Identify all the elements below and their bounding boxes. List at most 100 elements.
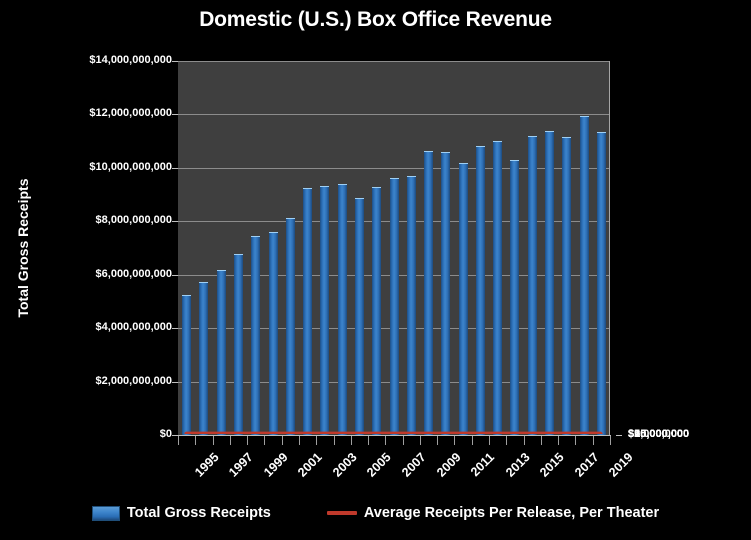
x-tick-label: 2013 [502,450,533,480]
left-y-tick-label: $8,000,000,000 [95,214,172,227]
x-tickmark [610,436,611,445]
x-tickmark [592,436,594,445]
bar[interactable] [251,236,261,435]
legend-label-average-receipts: Average Receipts Per Release, Per Theate… [363,505,660,521]
bar[interactable] [285,217,295,435]
left-y-tickmark [172,61,178,62]
chart-legend: Total Gross Receipts Average Receipts Pe… [0,505,751,521]
bar[interactable] [199,281,209,435]
x-tickmark [540,436,542,445]
left-y-tick-label: $14,000,000,000 [89,54,172,66]
x-tickmark [195,436,197,445]
bar[interactable] [182,295,192,435]
x-tickmark [558,436,560,445]
x-tickmark [575,436,577,445]
plot-area [178,61,610,436]
left-y-tickmark [172,435,178,436]
bar[interactable] [320,185,330,435]
x-tickmark [506,436,508,445]
x-tick-label: 1997 [226,450,256,480]
right-y-axis: $0 $5,000,000 $10,000,000 $15,000,000 $20,00… [616,0,726,540]
left-y-tick-label: $6,000,000,000 [95,267,172,280]
left-y-tickmark [172,328,178,330]
left-y-tickmark [172,381,178,383]
gridline [178,61,609,62]
right-y-tick-label: $0 [628,428,641,440]
x-tickmark [264,436,266,445]
x-tick-label: 2017 [571,450,602,480]
bar[interactable] [562,137,572,435]
x-tick-label: 2015 [537,450,567,480]
x-tickmark [333,436,335,445]
bar[interactable] [458,162,468,435]
bar[interactable] [303,188,313,435]
bar[interactable] [216,269,226,435]
bar[interactable] [596,132,606,435]
x-tickmark [402,436,404,445]
left-y-tick-label: $2,000,000,000 [95,374,172,387]
x-tickmark [212,436,214,445]
x-tickmark [523,436,525,445]
right-y-tick-label: $25,000,000 [628,427,690,440]
legend-item-average-receipts[interactable]: Average Receipts Per Release, Per Theate… [326,505,660,521]
right-y-tick-label: $5,000,000 [628,427,684,440]
left-y-tickmark [172,274,178,276]
x-tickmark [454,436,456,445]
left-y-axis-title: Total Gross Receipts [15,178,31,318]
x-tick-label: 2007 [399,450,429,480]
bar[interactable] [527,136,537,435]
left-y-tick-label: $4,000,000,000 [95,321,172,334]
left-y-tickmark [172,221,178,223]
x-tickmark [489,436,491,445]
x-tickmark [350,436,352,445]
bar[interactable] [233,253,243,435]
left-y-axis: $0 $2,000,000,000 $4,000,000,000 $6,000,000… [36,0,178,540]
right-y-tick-label: $15,000,000 [628,427,690,440]
x-tickmark [281,436,283,445]
bar[interactable] [337,184,347,435]
line-swatch-icon [326,511,357,515]
bar[interactable] [354,197,364,435]
x-tick-label: 2009 [433,450,464,480]
x-tickmark [178,436,179,445]
bar[interactable] [268,232,278,435]
x-tickmark [229,436,231,445]
bar[interactable] [510,160,520,435]
x-tickmark [247,436,249,445]
right-y-tickmark [616,434,622,436]
x-tickmark [298,436,300,445]
x-tickmark [385,436,387,445]
left-y-tick-label: $0 [159,428,172,440]
left-y-tickmark [172,114,178,116]
x-tickmark [437,436,439,445]
bar[interactable] [372,186,382,435]
bar[interactable] [579,116,589,435]
left-y-tick-label: $10,000,000,000 [89,160,172,173]
bar[interactable] [493,141,503,435]
x-tickmark [316,436,318,445]
chart-title: Domestic (U.S.) Box Office Revenue [199,8,552,31]
bar[interactable] [389,177,399,435]
x-tick-label: 2011 [468,450,498,480]
x-tick-label: 1999 [260,450,291,480]
x-tickmark [368,436,370,445]
x-tick-label: 1995 [191,450,222,480]
bar[interactable] [424,150,434,435]
gridline [178,167,609,169]
bar-swatch-icon [91,505,120,521]
bar-series [178,61,609,435]
x-tick-label: 2005 [364,450,395,480]
bar[interactable] [406,176,416,435]
bar[interactable] [545,130,555,435]
legend-item-total-gross-receipts[interactable]: Total Gross Receipts [91,505,271,521]
legend-label-total-gross-receipts: Total Gross Receipts [126,505,271,521]
right-y-tick-label: $10,000,000 [628,427,690,440]
x-tick-label: 2001 [295,450,326,480]
x-tickmark [419,436,421,445]
bar[interactable] [475,145,485,435]
bar[interactable] [441,152,451,435]
line-series [184,431,603,435]
right-y-tick-label: $20,000,000 [628,427,690,440]
left-y-tick-label: $12,000,000,000 [89,107,172,120]
